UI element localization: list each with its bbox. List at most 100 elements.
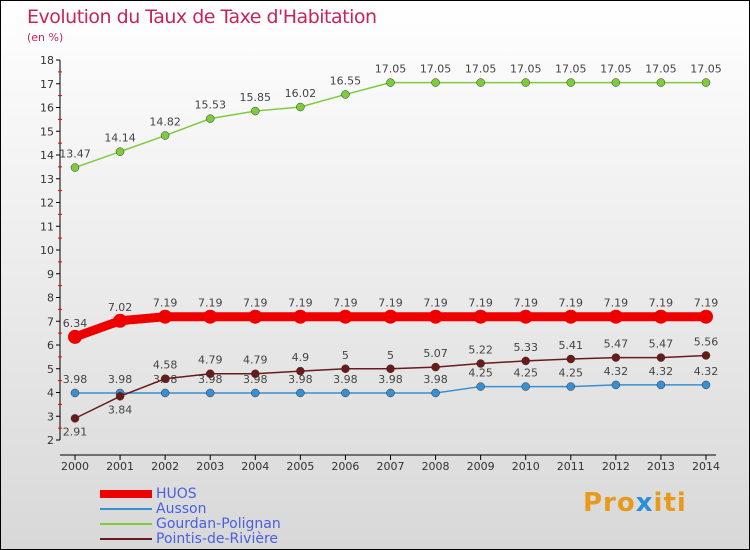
- data-point: [566, 382, 576, 391]
- data-label: 16.02: [285, 87, 317, 100]
- data-label: 7.19: [604, 297, 629, 310]
- y-tick-label: 6: [47, 339, 54, 352]
- data-label: 7.19: [694, 297, 719, 310]
- legend-swatch: [100, 522, 152, 525]
- data-label: 4.32: [694, 365, 719, 378]
- data-point: [158, 309, 173, 324]
- data-label: 14.82: [149, 116, 181, 129]
- data-label: 3.98: [198, 373, 223, 386]
- legend-item: HUOS: [100, 485, 281, 502]
- data-point: [293, 309, 308, 324]
- data-point: [205, 388, 215, 398]
- data-point: [341, 364, 350, 373]
- data-label: 5.56: [694, 335, 719, 348]
- data-point: [608, 309, 623, 324]
- data-label: 7.19: [468, 297, 493, 310]
- data-label: 16.55: [330, 74, 362, 87]
- legend-label: HUOS: [156, 485, 197, 502]
- data-label: 3.98: [333, 373, 358, 386]
- y-tick-label: 10: [40, 244, 54, 257]
- data-point: [431, 362, 440, 372]
- data-point: [473, 309, 488, 324]
- data-point: [566, 78, 576, 87]
- x-tick-label: 2014: [692, 460, 720, 473]
- data-point: [383, 309, 398, 324]
- data-point: [251, 369, 260, 378]
- data-point: [115, 392, 125, 401]
- data-label: 7.19: [288, 297, 313, 310]
- data-point: [476, 359, 485, 368]
- data-label: 4.25: [559, 367, 584, 380]
- data-point: [70, 414, 80, 423]
- data-label: 4.79: [243, 354, 268, 367]
- y-tick-label: 9: [47, 268, 54, 281]
- data-label: 7.19: [243, 297, 268, 310]
- data-label: 2.91: [63, 425, 88, 438]
- data-point: [251, 388, 260, 398]
- y-tick-label: 4: [47, 387, 54, 400]
- data-label: 17.05: [645, 63, 677, 76]
- y-tick-label: 18: [40, 54, 54, 67]
- chart-subtitle: (en %): [27, 31, 64, 44]
- data-point: [431, 78, 440, 87]
- x-tick-label: 2007: [377, 460, 405, 473]
- data-point: [160, 374, 170, 383]
- data-point: [386, 364, 395, 373]
- data-label: 3.98: [243, 373, 268, 386]
- x-tick-label: 2003: [196, 460, 224, 473]
- x-tick-label: 2005: [286, 460, 314, 473]
- data-point: [656, 353, 666, 362]
- data-point: [701, 78, 711, 87]
- x-tick-label: 2000: [61, 460, 89, 473]
- x-tick-label: 2009: [467, 460, 495, 473]
- data-label: 7.19: [513, 297, 538, 310]
- data-point: [563, 309, 578, 324]
- data-point: [699, 309, 713, 324]
- data-label: 5.33: [513, 341, 538, 354]
- data-label: 5: [387, 349, 394, 362]
- data-point: [653, 309, 668, 324]
- x-tick-label: 2008: [422, 460, 450, 473]
- data-label: 3.98: [63, 373, 88, 386]
- data-label: 3.98: [108, 373, 133, 386]
- chart-title: Evolution du Taux de Taxe d'Habitation: [27, 6, 377, 28]
- y-tick-label: 17: [40, 78, 54, 91]
- data-point: [296, 102, 305, 112]
- y-tick-label: 14: [40, 149, 54, 162]
- data-label: 5.41: [559, 339, 584, 352]
- data-label: 17.05: [690, 63, 722, 76]
- data-label: 7.02: [108, 301, 133, 314]
- legend-item: Gourdan-Polignan: [100, 516, 281, 532]
- data-point: [205, 114, 215, 123]
- legend-item: Ausson: [100, 501, 281, 517]
- x-tick-label: 2004: [241, 460, 269, 473]
- data-label: 6.34: [63, 317, 88, 330]
- data-point: [428, 309, 443, 324]
- legend-swatch: [100, 537, 152, 540]
- data-point: [386, 78, 395, 87]
- x-tick-label: 2011: [557, 460, 585, 473]
- data-label: 4.79: [198, 354, 223, 367]
- data-label: 3.84: [108, 403, 133, 416]
- data-point: [338, 309, 353, 324]
- data-label: 7.19: [423, 297, 448, 310]
- data-label: 15.53: [194, 99, 226, 112]
- data-label: 17.05: [555, 63, 587, 76]
- y-tick-label: 16: [40, 102, 54, 115]
- y-tick-label: 8: [47, 292, 54, 305]
- data-label: 4.32: [649, 365, 674, 378]
- data-label: 3.98: [378, 373, 403, 386]
- data-point: [611, 353, 621, 362]
- legend-item: Pointis-de-Rivière: [100, 531, 281, 547]
- x-tick-label: 2013: [647, 460, 675, 473]
- proxiti-logo: Proxiti: [583, 488, 687, 518]
- data-label: 17.05: [375, 63, 407, 76]
- data-label: 17.05: [465, 63, 497, 76]
- data-label: 5.47: [604, 338, 629, 351]
- data-point: [160, 131, 170, 140]
- legend: HUOS Ausson Gourdan-Polignan Pointis-de-Riv…: [100, 485, 281, 547]
- data-label: 17.05: [420, 63, 452, 76]
- data-point: [70, 388, 80, 398]
- y-tick-label: 12: [40, 197, 54, 210]
- data-label: 17.05: [600, 63, 632, 76]
